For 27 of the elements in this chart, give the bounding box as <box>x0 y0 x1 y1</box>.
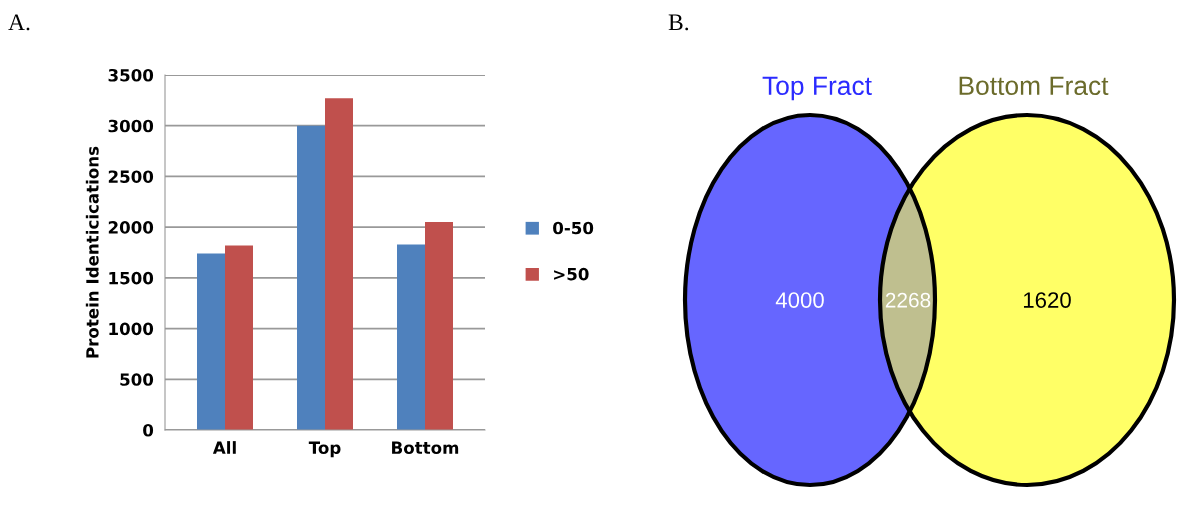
y-tick-label: 500 <box>120 373 154 386</box>
y-tick-label: 3000 <box>108 119 154 133</box>
x-tick-label: All <box>212 441 236 454</box>
x-tick-label: Bottom <box>392 441 459 455</box>
category-label: Top Fract <box>762 76 872 101</box>
bar <box>297 125 325 430</box>
legend-label: >50 <box>554 267 589 281</box>
category-label: Bottom Fract <box>959 76 1109 96</box>
y-axis-title: Protein Identicications <box>85 146 99 358</box>
bar <box>425 222 453 430</box>
bar <box>325 98 353 430</box>
chart-title: A. <box>8 14 30 31</box>
y-tick-label: 3500 <box>108 68 154 82</box>
y-tick-label: 0 <box>143 423 154 437</box>
legend-label: 0-50 <box>553 221 594 235</box>
bar <box>225 245 253 430</box>
y-tick-label: 1000 <box>109 322 154 336</box>
data-label: 1620 <box>1023 292 1071 308</box>
data-label: 2268 <box>885 292 931 308</box>
data-label: 4000 <box>775 292 824 308</box>
y-tick-label: 2000 <box>108 221 154 234</box>
x-tick-label: Top <box>308 441 341 458</box>
y-tick-label: 1500 <box>109 271 154 285</box>
text: B. <box>668 14 689 31</box>
bar <box>397 244 425 430</box>
y-tick-label: 2500 <box>108 170 154 183</box>
bar <box>197 253 225 430</box>
